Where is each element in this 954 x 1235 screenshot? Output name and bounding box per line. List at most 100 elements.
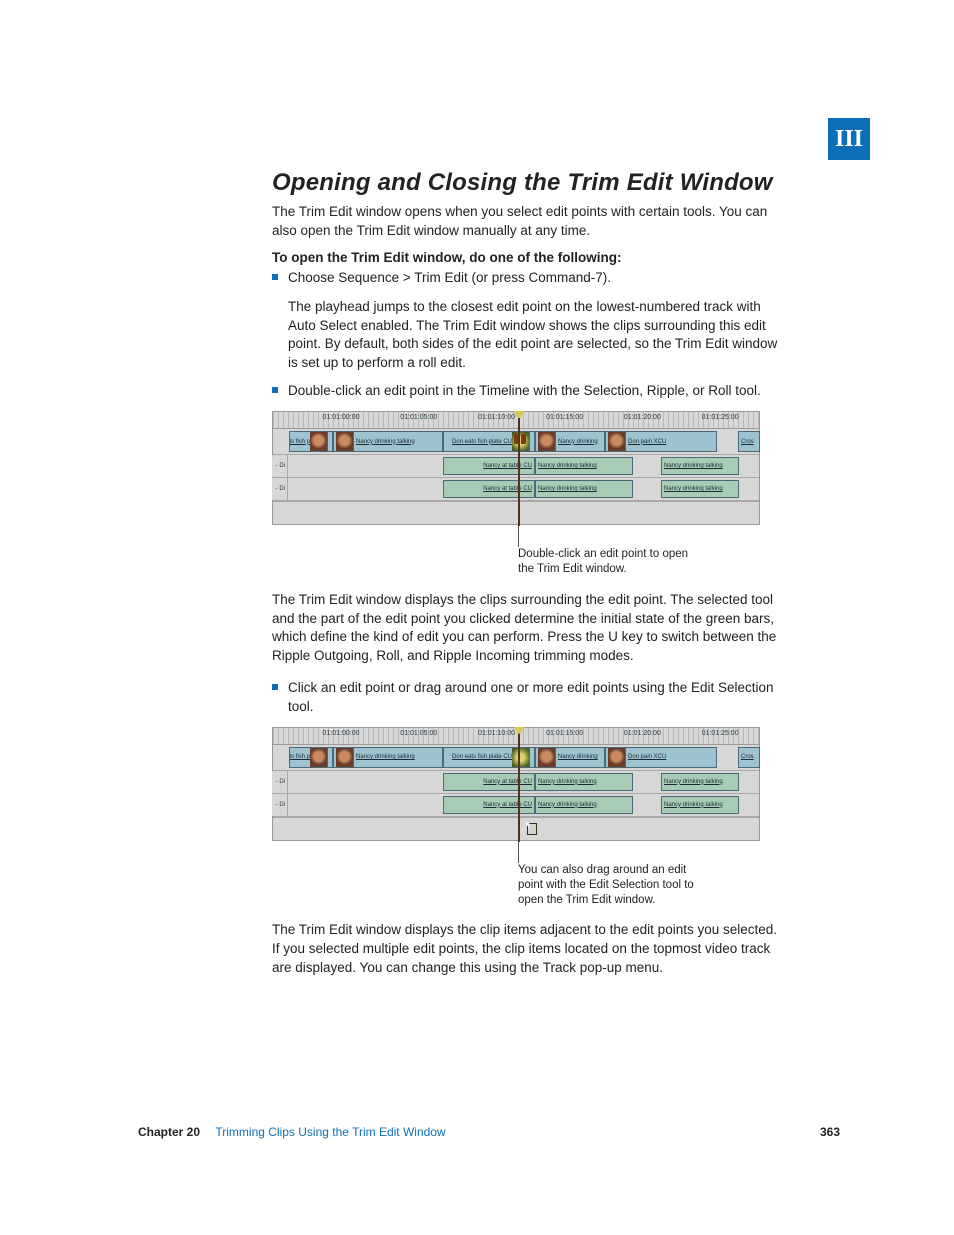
video-clip: Cros: [738, 747, 760, 768]
video-clip: n eats fish p: [289, 747, 333, 768]
timeline: 01:01:00:0001:01:05:0001:01:10:0001:01:1…: [272, 411, 760, 525]
instruction-list-2: Click an edit point or drag around one o…: [272, 679, 780, 716]
bullet-text: Choose Sequence > Trim Edit (or press Co…: [288, 270, 611, 285]
clip-label: Nancy drinking talking: [538, 463, 597, 469]
audio-track: - Di Nancy at table CU Nancy drinking talk…: [273, 794, 759, 817]
figure-caption: Double-click an edit point to open the T…: [518, 525, 698, 577]
audio-clip: Nancy drinking talking: [535, 796, 633, 814]
video-clip: Don eats fish plate CU: [443, 747, 535, 768]
section-tab: III: [828, 118, 870, 160]
timecode-label: 01:01:10:00: [478, 414, 515, 421]
clip-label: Nancy at table CU: [483, 779, 532, 785]
audio-clip: Nancy at table CU: [443, 773, 535, 791]
timecode-label: 01:01:05:00: [400, 730, 437, 737]
timecode-label: 01:01:25:00: [702, 414, 739, 421]
audio-clip: Nancy drinking talking: [661, 796, 739, 814]
clip-thumbnail: [608, 748, 626, 767]
audio-clip: Nancy drinking talking: [661, 773, 739, 791]
track-label: - Di: [272, 455, 288, 477]
clip-thumbnail: [538, 748, 556, 767]
timecode-label: 01:01:00:00: [323, 414, 360, 421]
video-clip: Nancy drinking: [535, 431, 605, 452]
clip-label: Don pain XCU: [628, 439, 666, 445]
clip-label: Don pain XCU: [628, 754, 666, 760]
timeline-footer-strip: [273, 501, 759, 513]
clip-label: Cros: [741, 439, 754, 445]
end-paragraph: The Trim Edit window displays the clip i…: [272, 921, 780, 977]
clip-label: Nancy drinking talking: [538, 486, 597, 492]
audio-clip: Nancy drinking talking: [535, 457, 633, 475]
clip-label: Nancy drinking talking: [356, 754, 415, 760]
edit-selection-cursor-icon: [527, 823, 537, 835]
page-number: 363: [820, 1125, 840, 1139]
track-label: - Di: [272, 771, 288, 793]
audio-track: - Di Nancy at table CU Nancy drinking talk…: [273, 455, 759, 478]
clip-thumbnail: [538, 432, 556, 451]
clip-label: Don eats fish plate CU: [452, 754, 512, 760]
audio-clip: Nancy at table CU: [443, 457, 535, 475]
clip-thumbnail: [310, 748, 328, 767]
audio-clip: Nancy drinking talking: [535, 480, 633, 498]
video-clip: Nancy drinking: [535, 747, 605, 768]
timecode-label: 01:01:15:00: [546, 414, 583, 421]
timeline-figure-1: 01:01:00:0001:01:05:0001:01:10:0001:01:1…: [272, 411, 760, 577]
instruction-list: Choose Sequence > Trim Edit (or press Co…: [272, 269, 780, 401]
clip-thumbnail: [336, 432, 354, 451]
footer-left: Chapter 20 Trimming Clips Using the Trim…: [138, 1125, 446, 1139]
clip-label: Nancy drinking talking: [664, 779, 723, 785]
audio-track: - Di Nancy at table CU Nancy drinking talk…: [273, 478, 759, 501]
clip-thumbnail: [512, 748, 530, 767]
list-item: Choose Sequence > Trim Edit (or press Co…: [272, 269, 780, 372]
video-track: n eats fish p Nancy drinking talking Don e…: [273, 745, 759, 771]
clip-label: Nancy drinking talking: [538, 802, 597, 808]
clip-label: Nancy at table CU: [483, 486, 532, 492]
intro-paragraph: The Trim Edit window opens when you sele…: [272, 203, 780, 240]
timecode-label: 01:01:20:00: [624, 414, 661, 421]
audio-track: - Di Nancy at table CU Nancy drinking talk…: [273, 771, 759, 794]
clip-thumbnail: [608, 432, 626, 451]
timecode-label: 01:01:25:00: [702, 730, 739, 737]
page-footer: Chapter 20 Trimming Clips Using the Trim…: [138, 1125, 840, 1139]
timecode-label: 01:01:10:00: [478, 730, 515, 737]
clip-thumbnail: [310, 432, 328, 451]
page-content: Opening and Closing the Trim Edit Window…: [272, 169, 780, 991]
bullet-followup-para: The playhead jumps to the closest edit p…: [288, 298, 780, 373]
clip-label: Nancy drinking talking: [356, 439, 415, 445]
timecode-label: 01:01:20:00: [624, 730, 661, 737]
timeline-footer-strip: [273, 817, 759, 829]
track-label: - Di: [272, 794, 288, 816]
timecode-label: 01:01:00:00: [323, 730, 360, 737]
video-clip: Cros: [738, 431, 760, 452]
clip-label: Nancy at table CU: [483, 463, 532, 469]
audio-clip: Nancy at table CU: [443, 480, 535, 498]
clip-label: n eats fish p: [289, 439, 310, 445]
clip-label: Don eats fish plate CU: [452, 439, 512, 445]
audio-clip: Nancy at table CU: [443, 796, 535, 814]
chapter-label: Chapter 20: [138, 1125, 200, 1139]
track-label: - Di: [272, 478, 288, 500]
playhead: [518, 412, 520, 526]
audio-clip: Nancy drinking talking: [661, 480, 739, 498]
timecode-label: 01:01:15:00: [546, 730, 583, 737]
video-clip: Don pain XCU: [605, 431, 717, 452]
video-clip: Nancy drinking talking: [333, 431, 443, 452]
clip-label: Nancy drinking talking: [538, 779, 597, 785]
clip-label: Nancy drinking: [558, 754, 598, 760]
chapter-title: Trimming Clips Using the Trim Edit Windo…: [215, 1125, 445, 1139]
clip-label: Nancy drinking talking: [664, 802, 723, 808]
playhead: [518, 728, 520, 842]
video-clip: Nancy drinking talking: [333, 747, 443, 768]
clip-label: Nancy drinking talking: [664, 463, 723, 469]
clip-label: Nancy at table CU: [483, 802, 532, 808]
video-clip: n eats fish p: [289, 431, 333, 452]
bullet-text: Click an edit point or drag around one o…: [288, 680, 774, 714]
video-clip: Don pain XCU: [605, 747, 717, 768]
clip-label: Nancy drinking: [558, 439, 598, 445]
list-item: Double-click an edit point in the Timeli…: [272, 382, 780, 401]
section-heading: Opening and Closing the Trim Edit Window: [272, 169, 780, 197]
clip-label: Nancy drinking talking: [664, 486, 723, 492]
timeline-figure-2: 01:01:00:00 01:01:05:00 01:01:10:00 01:01:1…: [272, 727, 760, 908]
timeline: 01:01:00:00 01:01:05:00 01:01:10:00 01:01:1…: [272, 727, 760, 841]
bullet-text: Double-click an edit point in the Timeli…: [288, 383, 761, 398]
clip-label: Cros: [741, 754, 754, 760]
